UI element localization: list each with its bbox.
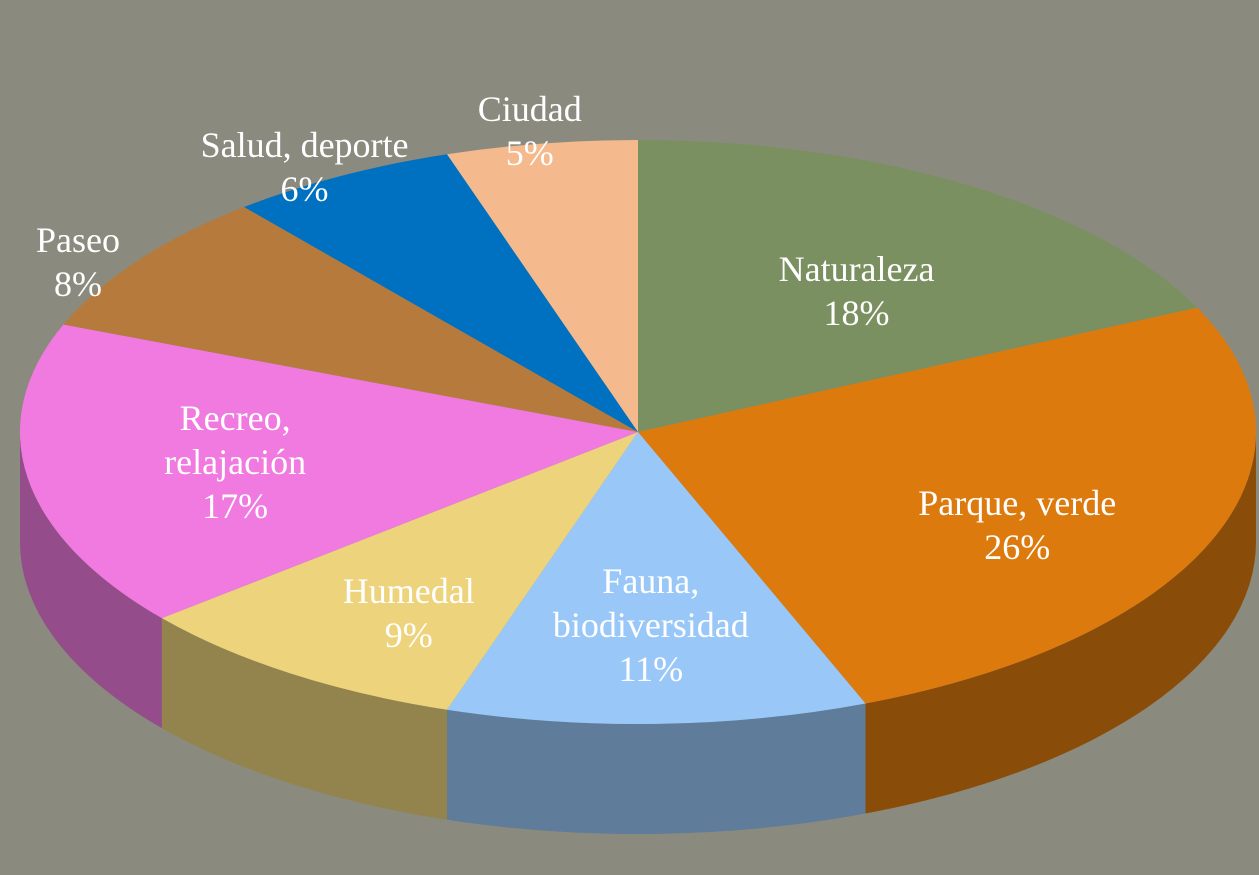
pie-slice	[63, 207, 638, 432]
pie-slice	[447, 432, 866, 725]
category-label: Salud, deporte	[200, 125, 409, 166]
pie-slice	[19, 324, 638, 619]
pie-slice	[638, 307, 1257, 704]
value-label: 6%	[280, 169, 329, 210]
pie-side	[865, 432, 1256, 814]
category-label: Ciudad	[477, 88, 582, 129]
pie-side	[161, 618, 448, 820]
pie-slice	[638, 140, 1198, 432]
value-label: 9%	[384, 615, 433, 656]
value-label: 11%	[618, 648, 684, 689]
category-label: Humedal	[342, 571, 475, 612]
category-label: Naturaleza	[778, 249, 935, 290]
value-label: 8%	[54, 263, 103, 304]
category-label: Parque, verde	[918, 482, 1117, 523]
value-label: 18%	[823, 293, 890, 334]
pie-slice	[447, 140, 638, 432]
pie-slice	[161, 432, 638, 710]
category-label: Fauna, biodiversidad	[552, 560, 749, 645]
value-label: 17%	[202, 486, 269, 527]
pie-side	[20, 432, 162, 729]
value-label: 5%	[505, 132, 554, 173]
category-label: Recreo, relajación	[164, 398, 307, 483]
pie-slice	[244, 154, 639, 432]
category-label: Paseo	[36, 219, 121, 260]
pie-side	[447, 703, 866, 835]
value-label: 26%	[984, 526, 1051, 567]
